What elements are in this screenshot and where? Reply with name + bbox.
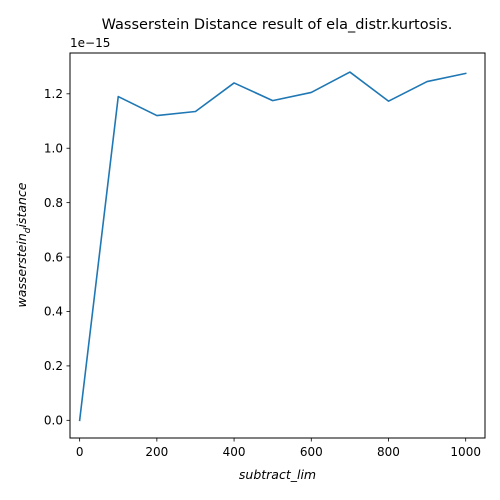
x-axis-label: subtract_lim <box>239 467 316 482</box>
x-tick-label: 400 <box>223 445 246 459</box>
y-axis-label-rest: istance <box>14 182 29 227</box>
y-tick-label: 0.4 <box>44 305 63 319</box>
y-axis-label-main: wasserstein <box>14 233 29 307</box>
y-axis-label-subscript: d <box>23 227 33 233</box>
axes-frame <box>69 52 486 439</box>
series-line-0 <box>78 71 467 422</box>
x-tick-label: 200 <box>145 445 168 459</box>
y-axis-label: wassersteindistance <box>14 182 33 307</box>
y-tick-label: 0.0 <box>44 414 63 428</box>
y-tick-label: 0.8 <box>44 196 63 210</box>
chart-title: Wasserstein Distance result of ela_distr… <box>102 17 453 33</box>
y-axis: 0.0 0.2 0.4 0.6 0.8 1.0 1.2 <box>44 87 70 428</box>
y-tick-label: 1.2 <box>44 87 63 101</box>
x-tick-label: 1000 <box>450 445 481 459</box>
x-tick-label: 0 <box>76 445 84 459</box>
y-tick-label: 1.0 <box>44 141 63 155</box>
x-tick-label: 800 <box>377 445 400 459</box>
y-tick-label: 0.2 <box>44 359 63 373</box>
x-axis: 0 200 400 600 800 1000 <box>76 438 481 459</box>
y-offset-label: 1e−15 <box>70 36 110 50</box>
x-tick-label: 600 <box>300 445 323 459</box>
y-tick-label: 0.6 <box>44 250 63 264</box>
plot-area <box>78 71 467 422</box>
